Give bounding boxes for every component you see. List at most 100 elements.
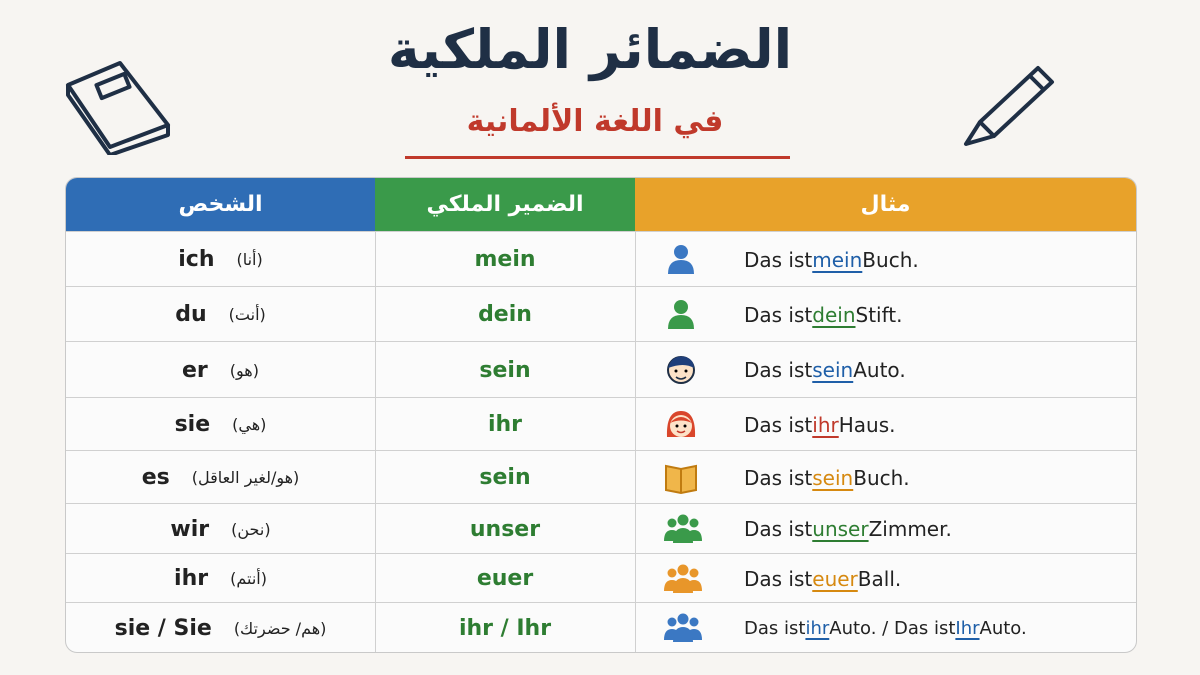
example-text: Stift.	[855, 302, 903, 327]
possessive-cell: unser	[375, 504, 635, 554]
possessive-cell: mein	[375, 232, 635, 287]
column-divider	[375, 504, 376, 554]
example-text: Das ist	[744, 302, 813, 327]
table-row: ich (أنا) mein Das ist mein Buch.	[66, 231, 1136, 287]
column-divider	[635, 554, 636, 603]
example-text: Das ist	[744, 412, 813, 437]
arabic-translation: (هي)	[232, 415, 267, 434]
column-divider	[375, 232, 376, 287]
column-divider	[635, 287, 636, 342]
example-text: Das ist	[744, 517, 813, 541]
example-text: Das ist	[744, 247, 813, 272]
example-cell: Das ist sein Auto.	[744, 342, 1134, 398]
example-cell: Das ist euer Ball.	[744, 554, 1134, 603]
possessive-pronoun: dein	[478, 302, 532, 327]
row-icon	[664, 613, 702, 642]
column-divider	[375, 287, 376, 342]
person-cell: er (هو)	[66, 342, 375, 398]
possessive-pronoun: unser	[469, 516, 541, 542]
header-cell: مثال	[635, 178, 1136, 231]
row-icon	[665, 464, 697, 494]
german-pronoun: wir	[170, 516, 210, 542]
person-cell: du (أنت)	[66, 287, 375, 342]
possessive-pronoun: sein	[479, 357, 531, 383]
example-text: Haus.	[838, 412, 896, 437]
possessive-cell: sein	[375, 451, 635, 504]
row-icon	[668, 244, 694, 274]
arabic-translation: (أنت)	[228, 305, 266, 324]
book-icon	[66, 61, 170, 155]
possessive-cell: ihr	[375, 398, 635, 451]
example-cell: Das ist dein Stift.	[744, 287, 1134, 342]
highlighted-word: ihr	[805, 617, 830, 639]
subtitle: في اللغة الألمانية	[466, 104, 724, 139]
column-divider	[375, 398, 376, 451]
possessive-cell: euer	[375, 554, 635, 603]
column-divider	[375, 342, 376, 398]
pencil-icon	[964, 66, 1054, 146]
header-cell: الضمير الملكي	[375, 178, 635, 231]
highlighted-word: dein	[812, 302, 856, 327]
highlighted-word: Ihr	[955, 617, 980, 639]
highlighted-word: unser	[812, 517, 869, 541]
possessive-pronoun: sein	[479, 465, 531, 490]
person-cell: sie (هي)	[66, 398, 375, 451]
example-cell: Das ist ihr Auto. / Das ist Ihr Auto.	[744, 603, 1134, 652]
example-text: Buch.	[862, 247, 919, 272]
german-pronoun: du	[175, 302, 207, 327]
arabic-translation: (هو/لغير العاقل)	[191, 468, 300, 487]
arabic-translation: (أنا)	[236, 250, 263, 269]
possessive-pronoun: ihr / Ihr	[458, 615, 552, 641]
column-divider	[375, 451, 376, 504]
example-text: Das ist	[744, 617, 806, 639]
column-divider	[375, 603, 376, 652]
example-text: Auto. / Das ist	[829, 617, 956, 639]
arabic-translation: (أنتم)	[230, 569, 267, 588]
example-text: Auto.	[979, 617, 1027, 639]
table-row: du (أنت) dein Das ist dein Stift.	[66, 286, 1136, 342]
row-icon	[667, 356, 695, 384]
example-text: Buch.	[853, 465, 910, 490]
person-cell: es (هو/لغير العاقل)	[66, 451, 375, 504]
column-divider	[635, 342, 636, 398]
title: الضمائر الملكية	[387, 18, 793, 81]
possessive-pronoun: euer	[476, 566, 534, 591]
column-divider	[635, 504, 636, 554]
example-text: Auto.	[853, 358, 906, 382]
column-divider	[635, 232, 636, 287]
example-text: Das ist	[744, 465, 813, 490]
table-row: ihr (أنتم) euer Das ist euer Ball.	[66, 553, 1136, 603]
possessive-pronoun: ihr	[487, 412, 523, 437]
table-row: sie / Sie (هم/ حضرتك) ihr / Ihr Das ist ihr…	[66, 602, 1136, 652]
example-cell: Das ist unser Zimmer.	[744, 504, 1134, 554]
highlighted-word: euer	[812, 566, 858, 591]
table-row: sie (هي) ihr Das ist ihr Haus.	[66, 397, 1136, 451]
possessive-cell: ihr / Ihr	[375, 603, 635, 652]
example-text: Das ist	[744, 566, 813, 591]
example-cell: Das ist sein Buch.	[744, 451, 1134, 504]
german-pronoun: ich	[178, 247, 215, 272]
possessive-pronoun: mein	[474, 247, 536, 272]
highlighted-word: ihr	[812, 412, 839, 437]
example-cell: Das ist ihr Haus.	[744, 398, 1134, 451]
german-pronoun: ihr	[174, 566, 209, 591]
highlighted-word: sein	[812, 358, 854, 382]
german-pronoun: sie / Sie	[114, 615, 212, 641]
table-row: wir (نحن) unser Das ist unser Zimmer.	[66, 503, 1136, 554]
column-divider	[635, 451, 636, 504]
highlighted-word: mein	[812, 247, 863, 272]
underline	[405, 156, 790, 159]
table-row: er (هو) sein Das ist sein Auto.	[66, 341, 1136, 398]
example-text: Ball.	[857, 566, 902, 591]
row-icon	[664, 564, 702, 593]
arabic-translation: (هو)	[229, 360, 259, 380]
column-divider	[635, 398, 636, 451]
possessive-cell: sein	[375, 342, 635, 398]
person-cell: wir (نحن)	[66, 504, 375, 554]
header-cell: الشخص	[66, 178, 375, 231]
possessive-cell: dein	[375, 287, 635, 342]
example-text: Zimmer.	[868, 517, 952, 541]
example-text: Das ist	[744, 358, 813, 382]
column-divider	[375, 554, 376, 603]
